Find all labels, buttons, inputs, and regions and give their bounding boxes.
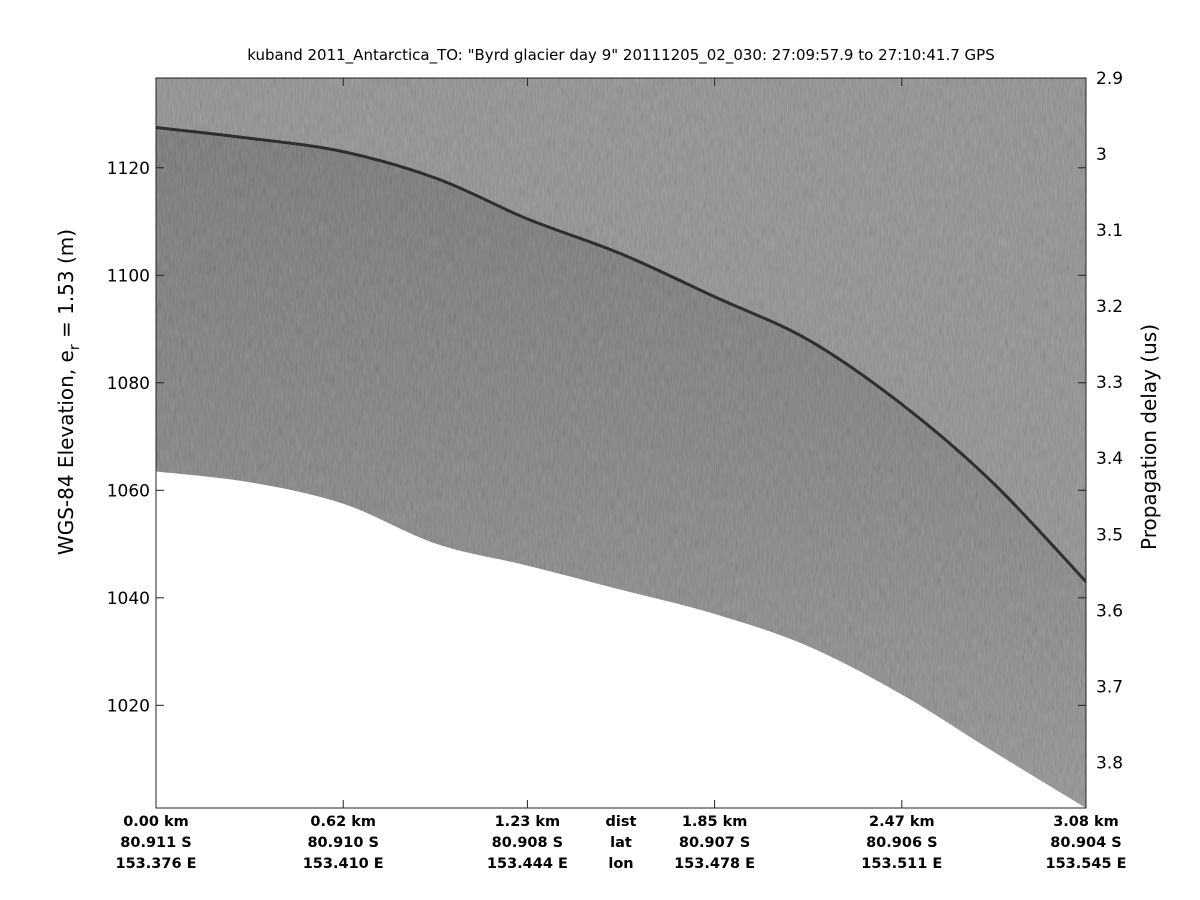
x-tick-lon-label: 153.376 E — [116, 856, 197, 872]
x-tick-lon-label: 153.410 E — [303, 856, 384, 872]
x-tick-dist-label: 0.62 km — [310, 814, 376, 830]
x-tick-dist-label: 3.08 km — [1053, 814, 1119, 830]
x-tick-dist-label: 1.23 km — [495, 814, 561, 830]
y2-tick-label: 3.3 — [1096, 373, 1123, 393]
x-tick-lon-label: 153.478 E — [674, 856, 755, 872]
x-tick-lat-label: 80.906 S — [866, 835, 937, 851]
x-row-caption: lat — [610, 835, 632, 851]
y-tick-label: 1020 — [107, 696, 150, 716]
y2-tick-label: 3.1 — [1096, 221, 1123, 241]
x-axis: 0.00 km 80.911 S 153.376 E 0.62 km 80.910 S 1… — [116, 78, 1127, 872]
y-tick-label: 1120 — [107, 159, 150, 179]
y-tick-label: 1100 — [107, 266, 150, 286]
plot-frame — [155, 77, 1087, 809]
y2-axis-label: Propagation delay (us) — [1137, 324, 1161, 550]
no-data-region — [156, 471, 1086, 808]
chart-title: kuband 2011_Antarctica_TO: "Byrd glacier… — [247, 46, 994, 65]
y-axis-label-tail: = 1.53 (m) — [54, 229, 78, 344]
y-tick-label: 1040 — [107, 589, 150, 609]
y2-tick-label: 3.6 — [1096, 601, 1123, 621]
x-tick-dist-label: 0.00 km — [123, 814, 189, 830]
y2-tick-label: 3.7 — [1096, 677, 1123, 697]
y-axis-right: 2.9 3 3.1 3.2 3.3 3.4 3.5 3.6 3.7 3.8 — [1096, 69, 1123, 773]
y-tick-label: 1060 — [107, 481, 150, 501]
y-axis-label: WGS-84 Elevation, er = 1.53 (m) — [54, 229, 83, 555]
x-tick-lon-label: 153.511 E — [861, 856, 942, 872]
x-row-caption: lon — [608, 856, 633, 872]
x-tick-lat-label: 80.910 S — [307, 835, 378, 851]
y2-tick-label: 3.2 — [1096, 297, 1123, 317]
y2-tick-label: 3 — [1096, 145, 1107, 165]
x-tick-lon-label: 153.545 E — [1046, 856, 1127, 872]
x-tick-lat-label: 80.911 S — [120, 835, 191, 851]
y2-tick-label: 3.4 — [1096, 449, 1123, 469]
y-tick-label: 1080 — [107, 374, 150, 394]
y-axis-label-subscript: r — [67, 344, 83, 350]
x-tick-lon-label: 153.444 E — [487, 856, 568, 872]
y2-tick-label: 3.8 — [1096, 753, 1123, 773]
x-tick-dist-label: 2.47 km — [869, 814, 935, 830]
x-row-caption: dist — [606, 814, 637, 830]
y2-tick-label: 2.9 — [1096, 69, 1123, 89]
surface-line — [156, 125, 1086, 583]
plot-area — [156, 78, 1086, 808]
x-tick-lat-label: 80.907 S — [679, 835, 750, 851]
y2-tick-label: 3.5 — [1096, 525, 1123, 545]
x-tick-lat-label: 80.908 S — [492, 835, 563, 851]
y-axis-left: 1020 1040 1060 1080 1100 1120 — [107, 159, 1086, 716]
x-tick-dist-label: 1.85 km — [682, 814, 748, 830]
x-tick-lat-label: 80.904 S — [1050, 835, 1121, 851]
